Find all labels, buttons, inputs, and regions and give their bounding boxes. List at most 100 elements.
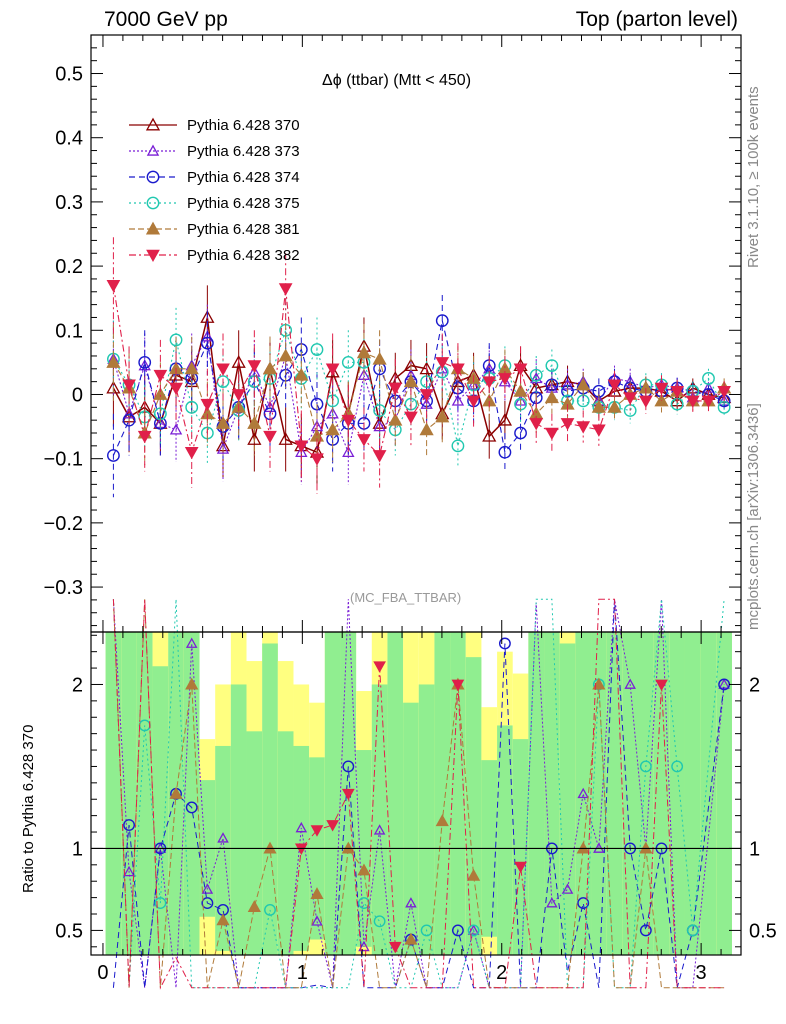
data-point <box>607 379 622 392</box>
y-tick-label: 0.1 <box>55 320 83 342</box>
data-point <box>482 376 497 389</box>
data-point <box>247 432 262 445</box>
data-point <box>278 283 293 296</box>
ratio-point <box>201 897 214 910</box>
ratio-inner-band <box>591 632 607 955</box>
ratio-inner-band <box>387 632 404 955</box>
data-point <box>529 368 543 382</box>
series-line <box>112 320 725 456</box>
ratio-y-tick-label: 1 <box>72 838 83 860</box>
ratio-inner-band <box>497 725 513 955</box>
ratio-point <box>577 897 590 910</box>
data-point <box>435 357 450 370</box>
data-point <box>497 412 513 426</box>
data-point <box>325 364 340 378</box>
data-point <box>310 453 324 466</box>
legend: Pythia 6.428 370 Pythia 6.428 373 Pythia… <box>127 112 300 268</box>
data-point <box>451 363 465 376</box>
data-point <box>169 382 183 396</box>
x-tick-label: 0 <box>97 962 108 984</box>
data-point <box>215 416 231 429</box>
ratio-point <box>373 915 386 928</box>
ratio-point <box>451 679 465 691</box>
legend-marker-icon <box>129 249 177 263</box>
ratio-point <box>498 637 511 650</box>
ratio-point <box>451 924 464 937</box>
data-point <box>341 414 356 428</box>
ratio-point <box>264 903 276 916</box>
data-point <box>717 400 731 414</box>
data-point <box>685 395 700 408</box>
data-point <box>513 383 528 397</box>
data-point <box>200 336 214 350</box>
ratio-point <box>467 924 480 935</box>
x-tick-label: 1 <box>297 962 308 984</box>
x-tick-label: 3 <box>696 962 707 984</box>
series-pythia-6.428-382 <box>106 237 731 494</box>
ratio-point <box>342 760 355 773</box>
ratio-uncertainty-bands <box>105 632 732 955</box>
ratio-point <box>154 897 167 910</box>
series-line <box>112 334 725 455</box>
legend-marker-icon <box>129 117 177 131</box>
data-point <box>451 394 465 406</box>
ratio-point <box>311 915 323 926</box>
data-point <box>403 374 419 388</box>
data-point <box>576 377 591 391</box>
ratio-point <box>466 868 481 881</box>
ratio-inner-band <box>716 632 732 955</box>
ratio-point <box>671 760 684 773</box>
ratio-point <box>373 824 386 835</box>
data-point <box>419 389 434 402</box>
ratio-y-tick-label-right: 0.5 <box>749 920 777 942</box>
ratio-line <box>112 599 725 989</box>
legend-label: Pythia 6.428 382 <box>187 246 300 264</box>
data-point <box>122 413 136 427</box>
ratio-point <box>561 883 574 894</box>
legend-point <box>146 196 160 210</box>
y-tick-label: 0.3 <box>55 192 83 214</box>
ratio-inner-band <box>121 632 137 955</box>
ratio-inner-band <box>152 666 169 955</box>
ratio-inner-band <box>606 632 623 955</box>
ratio-inner-band <box>324 632 341 955</box>
data-point <box>419 422 434 436</box>
ratio-point <box>123 865 135 877</box>
data-point <box>262 361 278 375</box>
ratio-inner-band <box>700 632 717 955</box>
data-point <box>670 385 685 399</box>
ratio-inner-band <box>105 632 122 955</box>
data-point <box>137 430 152 444</box>
data-point <box>513 363 528 376</box>
data-point <box>623 392 638 405</box>
data-point <box>138 359 151 371</box>
series-line <box>112 285 725 460</box>
legend-point <box>146 144 160 156</box>
data-point <box>356 345 372 359</box>
ratio-inner-band <box>528 632 545 955</box>
ratio-inner-band <box>559 643 576 955</box>
axes-layer: −0.3 −0.2 −0.1 0 0.1 0.2 0.3 0.4 0.5 0 1 2 3 0.5 0.5 1 1… <box>44 35 777 984</box>
data-point <box>373 404 387 417</box>
data-point <box>466 395 481 408</box>
data-point <box>294 440 309 453</box>
ratio-inner-band <box>622 632 639 955</box>
ratio-inner-band <box>544 632 560 955</box>
data-point <box>216 442 230 454</box>
data-point <box>153 387 168 400</box>
legend-label: Pythia 6.428 374 <box>187 168 300 186</box>
ratio-point <box>592 677 606 690</box>
data-point <box>138 355 152 369</box>
legend-label: Pythia 6.428 375 <box>187 194 300 212</box>
data-point <box>185 400 199 414</box>
data-point <box>482 428 497 442</box>
ratio-inner-band <box>262 643 278 955</box>
data-point <box>106 280 121 293</box>
ratio-point <box>326 820 339 832</box>
ratio-point <box>686 924 699 937</box>
ratio-inner-band <box>669 632 685 955</box>
data-point <box>106 355 121 368</box>
data-point <box>184 361 199 375</box>
data-point <box>404 411 418 424</box>
y-tick-label: 0 <box>72 384 83 406</box>
